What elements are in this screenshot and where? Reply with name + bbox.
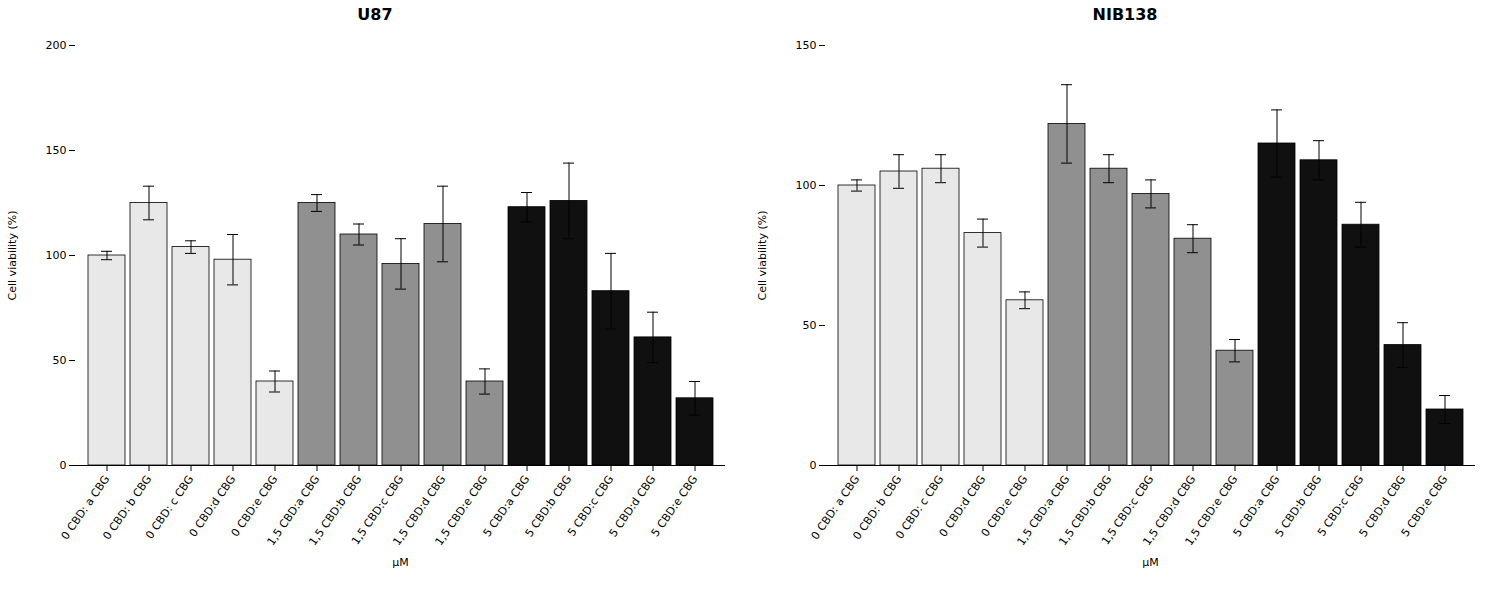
svg-text:50: 50 <box>803 319 817 332</box>
svg-text:5 CBD:e CBG: 5 CBD:e CBG <box>649 473 701 539</box>
svg-text:1,5 CBD:c CBG: 1,5 CBD:c CBG <box>348 473 407 548</box>
svg-text:0 CBD: a CBG: 0 CBD: a CBG <box>58 473 113 543</box>
svg-text:5 CBD:d CBG: 5 CBD:d CBG <box>606 473 659 540</box>
html-text:NIB138: NIB138 <box>1092 5 1158 24</box>
svg-text:5 CBD:a CBG: 5 CBD:a CBG <box>480 473 533 540</box>
svg-text:0 CBD: b CBG: 0 CBD: b CBG <box>100 473 155 543</box>
svg-text:0 CBD: c CBG: 0 CBD: c CBG <box>893 473 947 542</box>
svg-text:0 CBD:d CBG: 0 CBD:d CBG <box>936 473 989 540</box>
svg-text:5 CBD:a CBG: 5 CBD:a CBG <box>1230 473 1283 540</box>
svg-text:0: 0 <box>60 459 67 472</box>
svg-text:1,5 CBD:a CBG: 1,5 CBD:a CBG <box>1014 473 1073 548</box>
svg-text:0 CBD:e CBG: 0 CBD:e CBG <box>228 473 281 540</box>
svg-text:5 CBD:c CBG: 5 CBD:c CBG <box>1315 473 1367 539</box>
svg-text:150: 150 <box>46 144 67 157</box>
svg-text:1,5 CBD:d CBG: 1,5 CBD:d CBG <box>390 473 449 549</box>
html-text:U87: U87 <box>357 5 393 24</box>
svg-text:5 CBD:b CBG: 5 CBD:b CBG <box>1272 473 1325 540</box>
svg-text:1,5 CBD:d CBG: 1,5 CBD:d CBG <box>1140 473 1199 549</box>
svg-text:1,5 CBD:e CBG: 1,5 CBD:e CBG <box>433 473 491 548</box>
svg-text:0 CBD: c CBG: 0 CBD: c CBG <box>143 473 197 542</box>
svg-text:0: 0 <box>810 459 817 472</box>
svg-text:0 CBD: a CBG: 0 CBD: a CBG <box>808 473 863 543</box>
svg-text:150: 150 <box>796 39 817 52</box>
svg-text:1,5 CBD:b CBG: 1,5 CBD:b CBG <box>306 473 365 549</box>
svg-text:100: 100 <box>46 249 67 262</box>
svg-text:0 CBD:d CBG: 0 CBD:d CBG <box>186 473 239 540</box>
svg-text:μM: μM <box>1142 556 1159 569</box>
svg-text:0 CBD: b CBG: 0 CBD: b CBG <box>850 473 905 543</box>
svg-text:1,5 CBD:e CBG: 1,5 CBD:e CBG <box>1183 473 1241 548</box>
svg-text:5 CBD:e CBG: 5 CBD:e CBG <box>1399 473 1451 539</box>
svg-text:μM: μM <box>392 556 409 569</box>
svg-text:100: 100 <box>796 179 817 192</box>
svg-text:5 CBD:b CBG: 5 CBD:b CBG <box>522 473 575 540</box>
svg-text:200: 200 <box>46 39 67 52</box>
svg-text:1,5 CBD:a CBG: 1,5 CBD:a CBG <box>264 473 323 548</box>
svg-text:Cell viability (%): Cell viability (%) <box>6 211 19 301</box>
svg-text:Cell viability (%): Cell viability (%) <box>756 211 769 301</box>
svg-text:1,5 CBD:b CBG: 1,5 CBD:b CBG <box>1056 473 1115 549</box>
svg-text:5 CBD:c CBG: 5 CBD:c CBG <box>565 473 617 539</box>
svg-text:50: 50 <box>53 354 67 367</box>
svg-text:5 CBD:d CBG: 5 CBD:d CBG <box>1356 473 1409 540</box>
svg-text:1,5 CBD:c CBG: 1,5 CBD:c CBG <box>1098 473 1157 548</box>
svg-text:0 CBD:e CBG: 0 CBD:e CBG <box>978 473 1031 540</box>
